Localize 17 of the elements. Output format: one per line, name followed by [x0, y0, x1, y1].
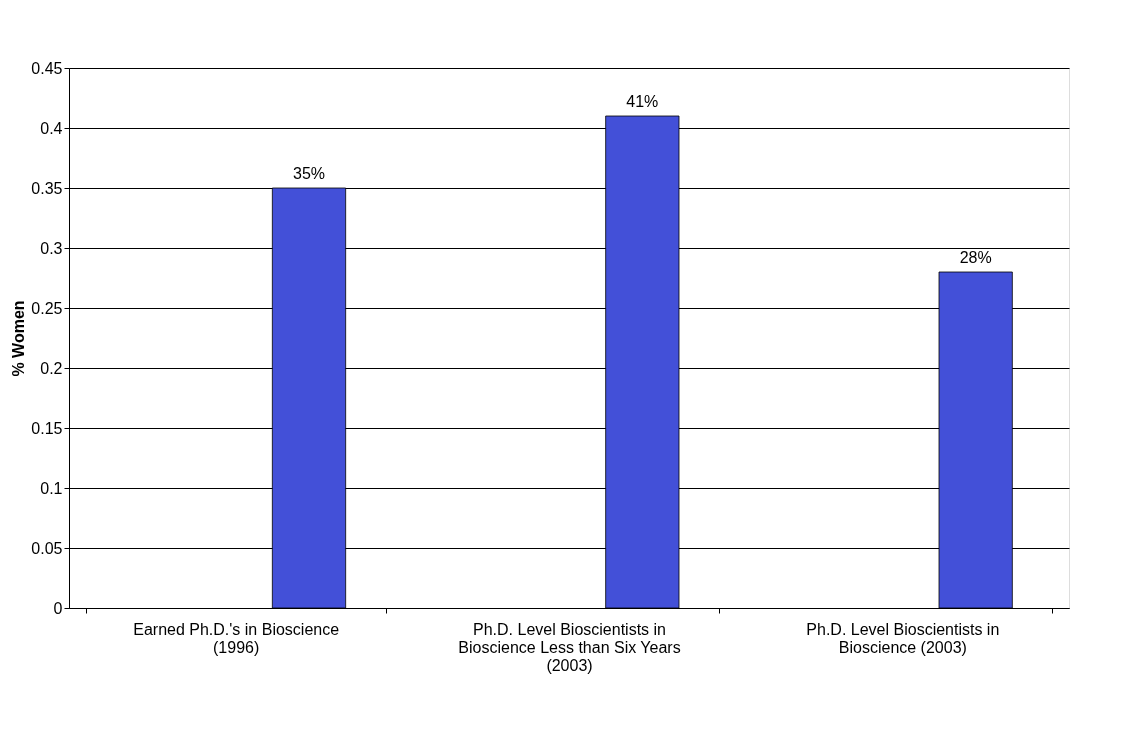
y-tick-label: 0.35 — [31, 179, 63, 197]
y-tick-label: 0.4 — [40, 119, 63, 137]
y-tick-label: 0.05 — [31, 539, 63, 557]
y-tick-label: 0 — [53, 599, 63, 617]
y-tick-label: 0.3 — [40, 239, 63, 257]
data-label: 41% — [626, 93, 659, 110]
y-axis-title: % Women — [10, 300, 28, 377]
data-label: 28% — [959, 249, 992, 266]
x-tick-label: Ph.D. Level Bioscientists in Bioscience (2003) — [806, 620, 1000, 656]
y-tick-label: 0.45 — [31, 59, 63, 77]
y-tick-label: 0.15 — [31, 419, 63, 437]
y-tick-label: 0.25 — [31, 299, 63, 317]
x-tick-label: Ph.D. Level Bioscientists in Bioscience Less than Six Years (2003) — [458, 620, 681, 674]
y-tick-label: 0.1 — [40, 479, 63, 497]
y-tick-label: 0.2 — [40, 359, 63, 377]
x-tick-label: Earned Ph.D.'s in Bioscience (1996) — [133, 620, 340, 656]
data-label: 35% — [292, 165, 326, 182]
